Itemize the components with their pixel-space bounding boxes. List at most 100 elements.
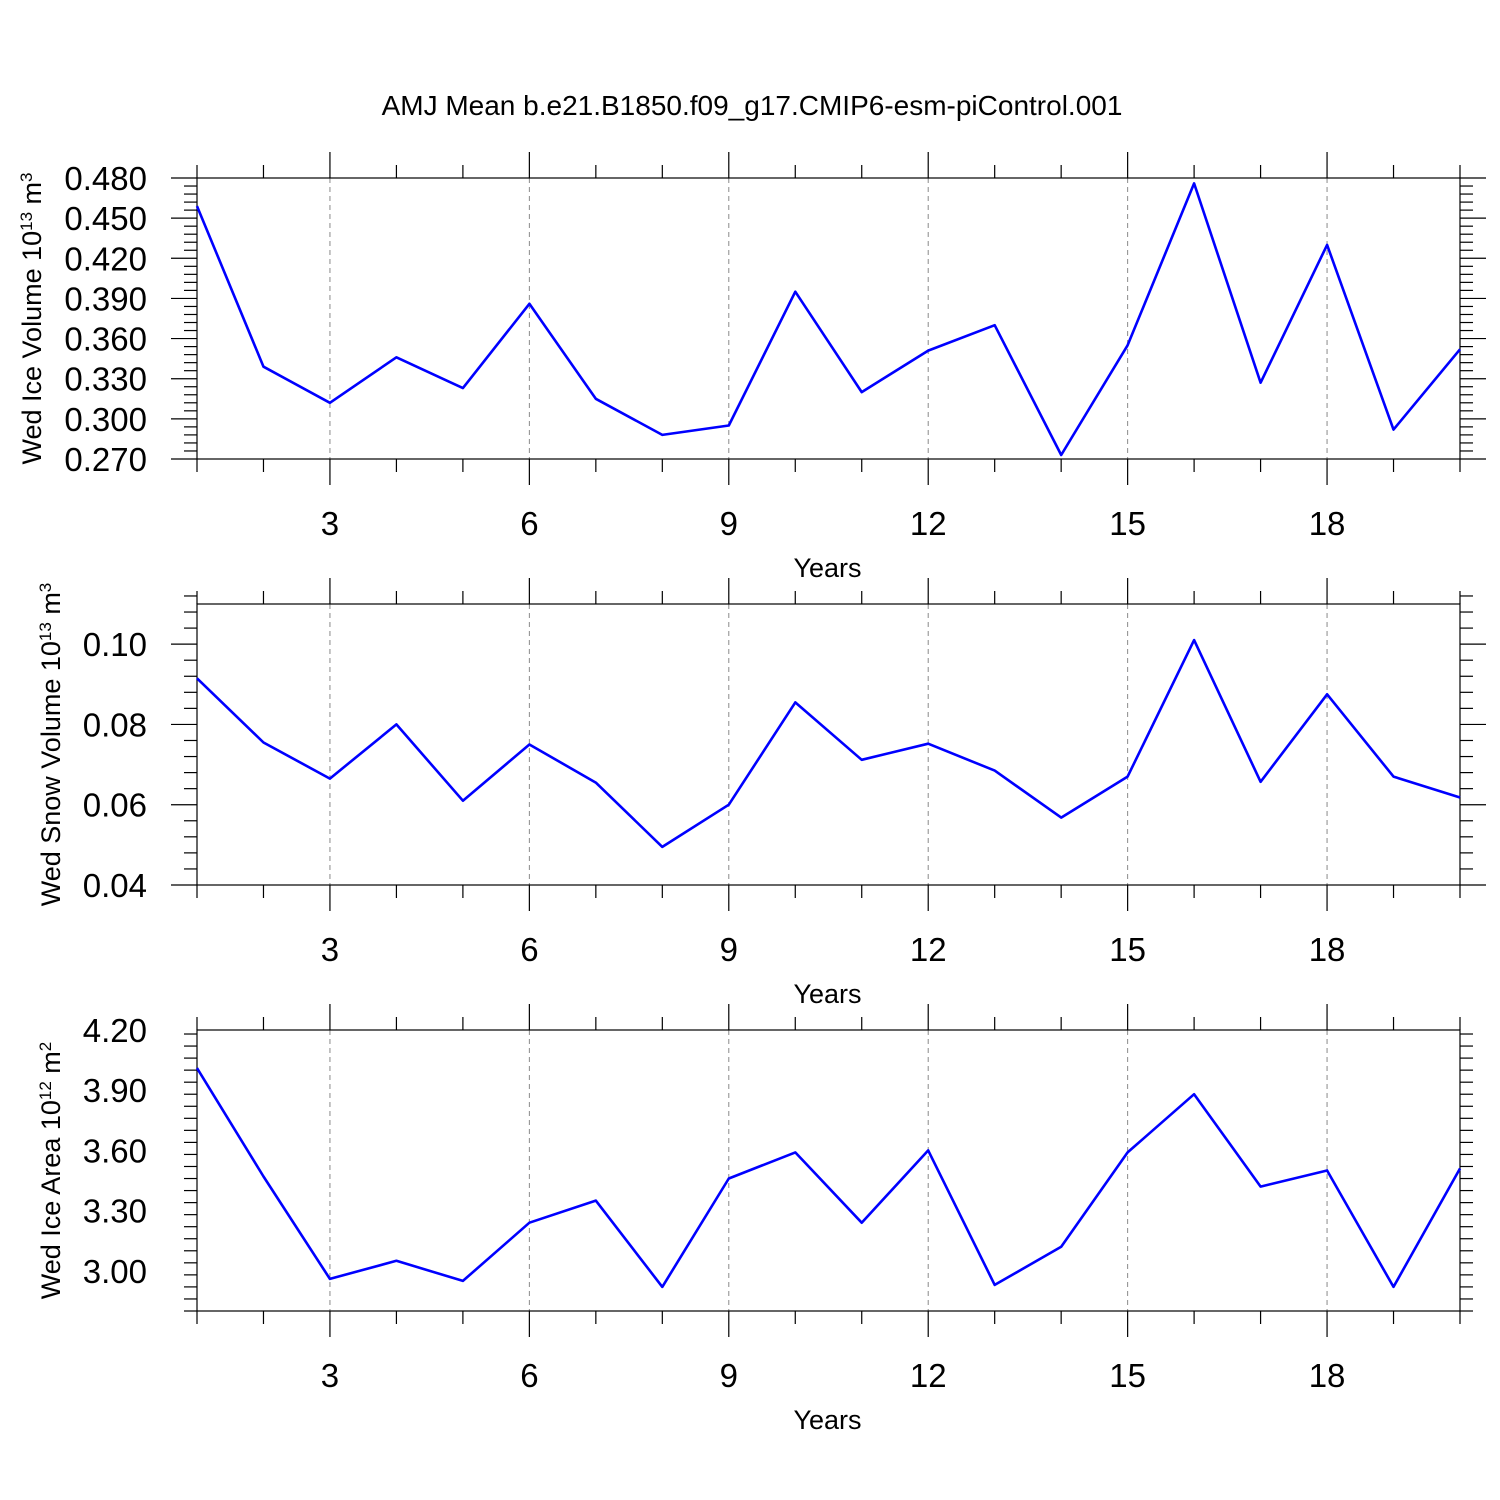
data-point [461,1279,465,1283]
data-point [1392,775,1396,779]
y-tick-label: 0.360 [64,321,147,358]
data-point [993,769,997,773]
data-point [727,1177,731,1181]
data-point [1458,347,1462,351]
x-tick-label: 18 [1309,931,1346,968]
plot-frame [196,603,1461,886]
y-axis-title: Wed Ice Area 1012 m2 [36,1042,67,1300]
data-point [594,1199,598,1203]
data-series-line [195,182,1462,457]
data-point [394,722,398,726]
data-point [594,397,598,401]
x-tick-label: 12 [910,931,947,968]
y-tick-label: 0.10 [83,626,147,663]
data-point [793,290,797,294]
data-point [261,365,265,369]
y-tick-label: 0.330 [64,361,147,398]
data-point [1458,1166,1462,1170]
x-axis-title: Years [793,1405,861,1435]
y-tick-label: 3.00 [83,1253,147,1290]
data-point [1458,795,1462,799]
data-point [527,302,531,306]
data-point [660,845,664,849]
y-tick-label: 0.450 [64,200,147,237]
data-point [926,349,930,353]
data-point [860,390,864,394]
x-tick-label: 18 [1309,1357,1346,1394]
data-point [1259,381,1263,385]
x-tick-label: 12 [910,1357,947,1394]
data-point [860,1221,864,1225]
data-point [1325,692,1329,696]
data-series-line [195,1067,1462,1289]
x-tick-label: 15 [1109,1357,1146,1394]
data-point [926,742,930,746]
chart-panel-2: 3 6 9 12 15 18 0.04 0.06 0.08 0.10 Years Wed Snow V… [36,578,1486,1009]
x-tick-label: 3 [321,1357,339,1394]
x-tick-label: 6 [520,505,538,542]
data-point [1126,343,1130,347]
x-tick-label: 15 [1109,505,1146,542]
data-point [1059,453,1063,457]
data-point [1126,775,1130,779]
plot-frame [196,1029,1461,1312]
data-point [660,1285,664,1289]
y-axis-title: Wed Snow Volume 1013 m3 [36,583,67,907]
plot-frame [196,177,1461,460]
data-point [1325,1169,1329,1173]
y-tick-label: 0.270 [64,441,147,478]
chart-panel-3: 3 6 9 12 15 18 3.00 3.30 3.60 3.90 4.20 Years Wed Ic… [36,1004,1473,1435]
y-tick-label: 0.420 [64,240,147,277]
x-tick-label: 9 [720,1357,738,1394]
data-point [1192,638,1196,642]
chart-title: AMJ Mean b.e21.B1850.f09_g17.CMIP6-esm-p… [382,90,1123,121]
x-tick-label: 3 [321,931,339,968]
y-tick-label: 3.90 [83,1072,147,1109]
x-tick-label: 15 [1109,931,1146,968]
data-point [195,204,199,208]
x-axis-title: Years [793,979,861,1009]
data-point [594,781,598,785]
data-point [993,323,997,327]
y-tick-label: 0.08 [83,706,147,743]
y-tick-label: 0.06 [83,787,147,824]
data-point [394,355,398,359]
data-point [793,700,797,704]
data-point [1259,780,1263,784]
data-point [261,1175,265,1179]
chart-panel-1: 3 6 9 12 15 180.2700.3000.3300.3600.3900.4200… [17,152,1486,583]
data-point [793,1150,797,1154]
data-point [1192,1092,1196,1096]
data-point [1259,1185,1263,1189]
data-point [660,433,664,437]
y-tick-label: 0.300 [64,401,147,438]
x-tick-label: 18 [1309,505,1346,542]
data-point [1126,1150,1130,1154]
data-point [926,1148,930,1152]
x-tick-label: 12 [910,505,947,542]
data-point [461,386,465,390]
data-point [195,1066,199,1070]
data-point [1392,428,1396,432]
data-point [461,799,465,803]
y-tick-label: 0.390 [64,280,147,317]
y-tick-label: 0.04 [83,867,147,904]
data-point [1392,1285,1396,1289]
data-point [394,1259,398,1263]
data-point [328,401,332,405]
data-point [727,424,731,428]
data-point [328,777,332,781]
x-tick-label: 3 [321,505,339,542]
data-point [195,676,199,680]
data-point [261,740,265,744]
data-point [527,1221,531,1225]
y-tick-label: 4.20 [83,1012,147,1049]
y-axis-title: Wed Ice Volume 1013 m3 [17,172,48,464]
x-tick-label: 6 [520,931,538,968]
x-tick-label: 9 [720,505,738,542]
y-tick-label: 0.480 [64,160,147,197]
data-point [1325,243,1329,247]
x-tick-label: 9 [720,931,738,968]
y-tick-label: 3.60 [83,1132,147,1169]
